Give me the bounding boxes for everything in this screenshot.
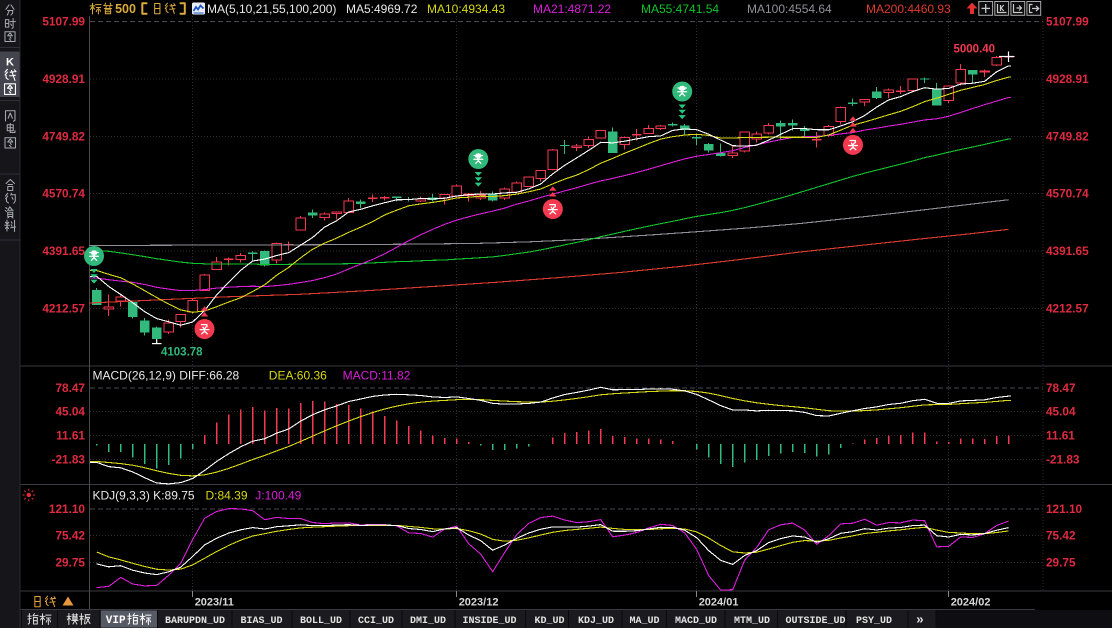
svg-text:4570.74: 4570.74 bbox=[1046, 187, 1089, 201]
svg-text:MACD:11.82: MACD:11.82 bbox=[343, 369, 411, 383]
svg-text:500: 500 bbox=[115, 2, 136, 16]
svg-text:2024/02: 2024/02 bbox=[951, 597, 991, 609]
svg-text:BARUPDN_UD: BARUPDN_UD bbox=[165, 616, 225, 627]
svg-text:CCI_UD: CCI_UD bbox=[358, 616, 394, 627]
svg-text:INSIDE_UD: INSIDE_UD bbox=[463, 616, 517, 627]
svg-text:5000.40: 5000.40 bbox=[954, 44, 996, 56]
svg-text:OUTSIDE_UD: OUTSIDE_UD bbox=[786, 616, 846, 627]
svg-text:5107.99: 5107.99 bbox=[1046, 15, 1089, 29]
svg-text:MA5:4969.72: MA5:4969.72 bbox=[346, 2, 418, 16]
svg-text:MA(5,10,21,55,100,200): MA(5,10,21,55,100,200) bbox=[207, 2, 336, 16]
svg-text:4570.74: 4570.74 bbox=[42, 187, 85, 201]
svg-text:MA21:4871.22: MA21:4871.22 bbox=[533, 2, 611, 16]
svg-text:4391.65: 4391.65 bbox=[1046, 244, 1089, 258]
svg-text:DMI_UD: DMI_UD bbox=[410, 616, 446, 627]
svg-text:121.10: 121.10 bbox=[49, 502, 86, 516]
svg-text:4212.57: 4212.57 bbox=[42, 302, 85, 316]
svg-text:11.61: 11.61 bbox=[56, 429, 85, 443]
svg-text:78.47: 78.47 bbox=[1046, 381, 1076, 395]
svg-text:MA55:4741.54: MA55:4741.54 bbox=[641, 2, 719, 16]
svg-text:KD_UD: KD_UD bbox=[535, 616, 565, 627]
svg-text:-21.83: -21.83 bbox=[1046, 453, 1080, 467]
svg-text:J:100.49: J:100.49 bbox=[255, 489, 301, 503]
svg-text:45.04: 45.04 bbox=[55, 405, 85, 419]
svg-text:MA100:4554.64: MA100:4554.64 bbox=[747, 2, 832, 16]
svg-text:PSY_UD: PSY_UD bbox=[856, 616, 892, 627]
svg-text:KDJ(9,3,3) K:89.75: KDJ(9,3,3) K:89.75 bbox=[93, 489, 195, 503]
svg-text:2023/12: 2023/12 bbox=[459, 597, 499, 609]
svg-text:MA10:4934.43: MA10:4934.43 bbox=[427, 2, 505, 16]
svg-text:11.61: 11.61 bbox=[1046, 429, 1075, 443]
svg-text:4103.78: 4103.78 bbox=[161, 347, 203, 359]
svg-text:2024/01: 2024/01 bbox=[699, 597, 739, 609]
svg-text:4391.65: 4391.65 bbox=[42, 244, 85, 258]
svg-text:5107.99: 5107.99 bbox=[42, 15, 85, 29]
svg-text:MACD(26,12,9) DIFF:66.28: MACD(26,12,9) DIFF:66.28 bbox=[93, 369, 240, 383]
svg-text:MACD_UD: MACD_UD bbox=[675, 616, 717, 627]
svg-text:K: K bbox=[6, 57, 14, 69]
svg-text:75.42: 75.42 bbox=[1046, 529, 1076, 543]
svg-text:-21.83: -21.83 bbox=[52, 453, 86, 467]
svg-text:BIAS_UD: BIAS_UD bbox=[241, 616, 283, 627]
svg-text:29.75: 29.75 bbox=[55, 556, 85, 570]
svg-text:78.47: 78.47 bbox=[55, 381, 85, 395]
svg-text:KDJ_UD: KDJ_UD bbox=[578, 616, 614, 627]
svg-text:MTM_UD: MTM_UD bbox=[734, 616, 770, 627]
svg-text:4928.91: 4928.91 bbox=[42, 72, 85, 86]
svg-text:»: » bbox=[916, 613, 924, 628]
svg-text:D:84.39: D:84.39 bbox=[206, 489, 248, 503]
svg-text:29.75: 29.75 bbox=[1046, 556, 1076, 570]
svg-text:MA200:4460.93: MA200:4460.93 bbox=[866, 2, 951, 16]
svg-text:4212.57: 4212.57 bbox=[1046, 302, 1089, 316]
svg-text:4928.91: 4928.91 bbox=[1046, 72, 1089, 86]
svg-text:45.04: 45.04 bbox=[1046, 405, 1076, 419]
svg-text:4749.82: 4749.82 bbox=[42, 129, 85, 143]
svg-text:75.42: 75.42 bbox=[55, 529, 85, 543]
svg-text:2023/11: 2023/11 bbox=[195, 597, 234, 609]
svg-text:4749.82: 4749.82 bbox=[1046, 129, 1089, 143]
svg-text:MA_UD: MA_UD bbox=[630, 616, 660, 627]
svg-text:121.10: 121.10 bbox=[1046, 502, 1083, 516]
svg-text:BOLL_UD: BOLL_UD bbox=[300, 616, 342, 627]
svg-text:DEA:60.36: DEA:60.36 bbox=[269, 369, 327, 383]
svg-text:VIP: VIP bbox=[106, 615, 126, 627]
